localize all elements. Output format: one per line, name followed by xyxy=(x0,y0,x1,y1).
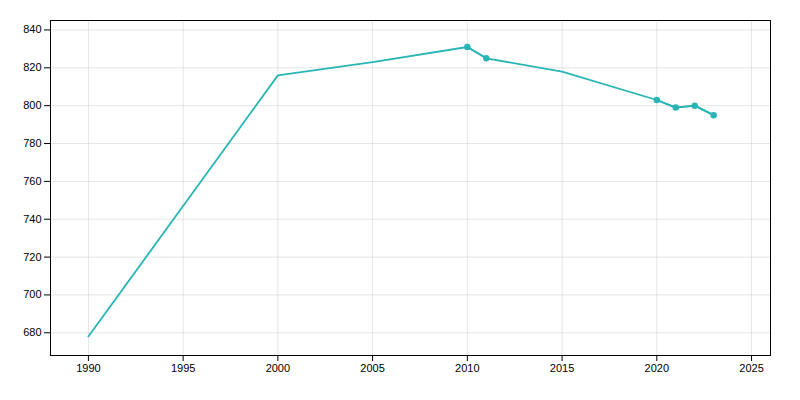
svg-text:1995: 1995 xyxy=(171,362,195,374)
svg-text:780: 780 xyxy=(23,137,41,149)
svg-text:2015: 2015 xyxy=(550,362,574,374)
svg-text:680: 680 xyxy=(23,326,41,338)
svg-text:840: 840 xyxy=(23,23,41,35)
svg-text:2025: 2025 xyxy=(739,362,763,374)
svg-text:720: 720 xyxy=(23,251,41,263)
svg-text:1990: 1990 xyxy=(76,362,100,374)
svg-text:740: 740 xyxy=(23,213,41,225)
svg-text:2005: 2005 xyxy=(360,362,384,374)
svg-text:800: 800 xyxy=(23,99,41,111)
svg-text:2010: 2010 xyxy=(455,362,479,374)
svg-text:2020: 2020 xyxy=(645,362,669,374)
svg-text:760: 760 xyxy=(23,175,41,187)
svg-text:2000: 2000 xyxy=(266,362,290,374)
svg-text:700: 700 xyxy=(23,288,41,300)
svg-text:820: 820 xyxy=(23,61,41,73)
